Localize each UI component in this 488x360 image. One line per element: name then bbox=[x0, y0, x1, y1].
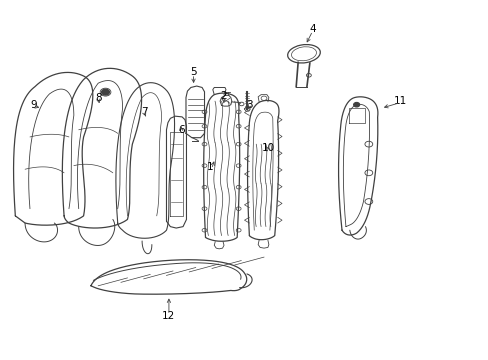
Text: 2: 2 bbox=[220, 91, 227, 101]
Text: 4: 4 bbox=[309, 24, 315, 35]
Text: 1: 1 bbox=[206, 162, 213, 172]
Text: 5: 5 bbox=[190, 67, 196, 77]
Circle shape bbox=[353, 103, 359, 107]
Text: 8: 8 bbox=[95, 93, 102, 103]
Text: 10: 10 bbox=[261, 143, 274, 153]
Text: 12: 12 bbox=[162, 311, 175, 321]
Circle shape bbox=[102, 89, 109, 95]
Text: 3: 3 bbox=[245, 100, 252, 110]
Text: 6: 6 bbox=[178, 125, 184, 135]
Text: 7: 7 bbox=[141, 107, 147, 117]
Text: 9: 9 bbox=[30, 100, 37, 110]
Text: 11: 11 bbox=[393, 96, 407, 106]
